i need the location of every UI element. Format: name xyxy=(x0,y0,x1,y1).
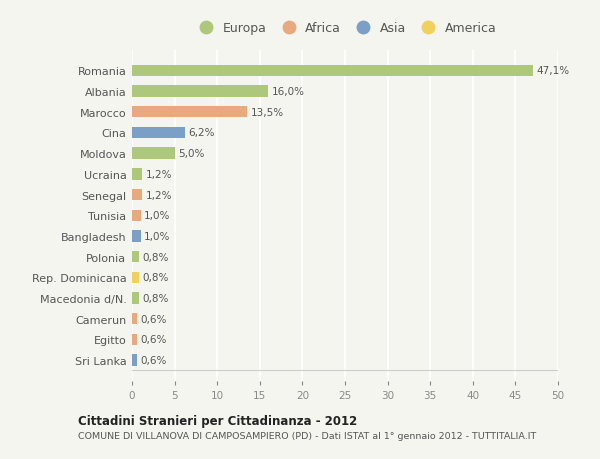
Bar xyxy=(132,86,268,97)
Legend: Europa, Africa, Asia, America: Europa, Africa, Asia, America xyxy=(188,17,502,40)
Bar xyxy=(132,190,142,201)
Text: 16,0%: 16,0% xyxy=(272,87,305,97)
Text: COMUNE DI VILLANOVA DI CAMPOSAMPIERO (PD) - Dati ISTAT al 1° gennaio 2012 - TUTT: COMUNE DI VILLANOVA DI CAMPOSAMPIERO (PD… xyxy=(78,431,536,440)
Text: 0,6%: 0,6% xyxy=(140,335,167,345)
Text: 0,6%: 0,6% xyxy=(140,355,167,365)
Bar xyxy=(132,66,533,77)
Bar xyxy=(132,210,140,221)
Text: 47,1%: 47,1% xyxy=(537,66,570,76)
Text: 1,2%: 1,2% xyxy=(146,169,172,179)
Text: 0,8%: 0,8% xyxy=(142,252,169,262)
Bar xyxy=(132,355,137,366)
Bar xyxy=(132,334,137,345)
Bar xyxy=(132,313,137,325)
Bar xyxy=(132,231,140,242)
Bar xyxy=(132,293,139,304)
Bar xyxy=(132,107,247,118)
Text: 0,6%: 0,6% xyxy=(140,314,167,324)
Bar xyxy=(132,252,139,263)
Text: 0,8%: 0,8% xyxy=(142,273,169,283)
Text: 1,0%: 1,0% xyxy=(144,211,170,221)
Text: Cittadini Stranieri per Cittadinanza - 2012: Cittadini Stranieri per Cittadinanza - 2… xyxy=(78,414,357,428)
Text: 13,5%: 13,5% xyxy=(250,107,284,118)
Bar xyxy=(132,128,185,139)
Text: 1,2%: 1,2% xyxy=(146,190,172,200)
Text: 5,0%: 5,0% xyxy=(178,149,205,159)
Text: 6,2%: 6,2% xyxy=(188,128,215,138)
Text: 0,8%: 0,8% xyxy=(142,293,169,303)
Bar xyxy=(132,272,139,283)
Text: 1,0%: 1,0% xyxy=(144,231,170,241)
Bar xyxy=(132,169,142,180)
Bar xyxy=(132,148,175,159)
